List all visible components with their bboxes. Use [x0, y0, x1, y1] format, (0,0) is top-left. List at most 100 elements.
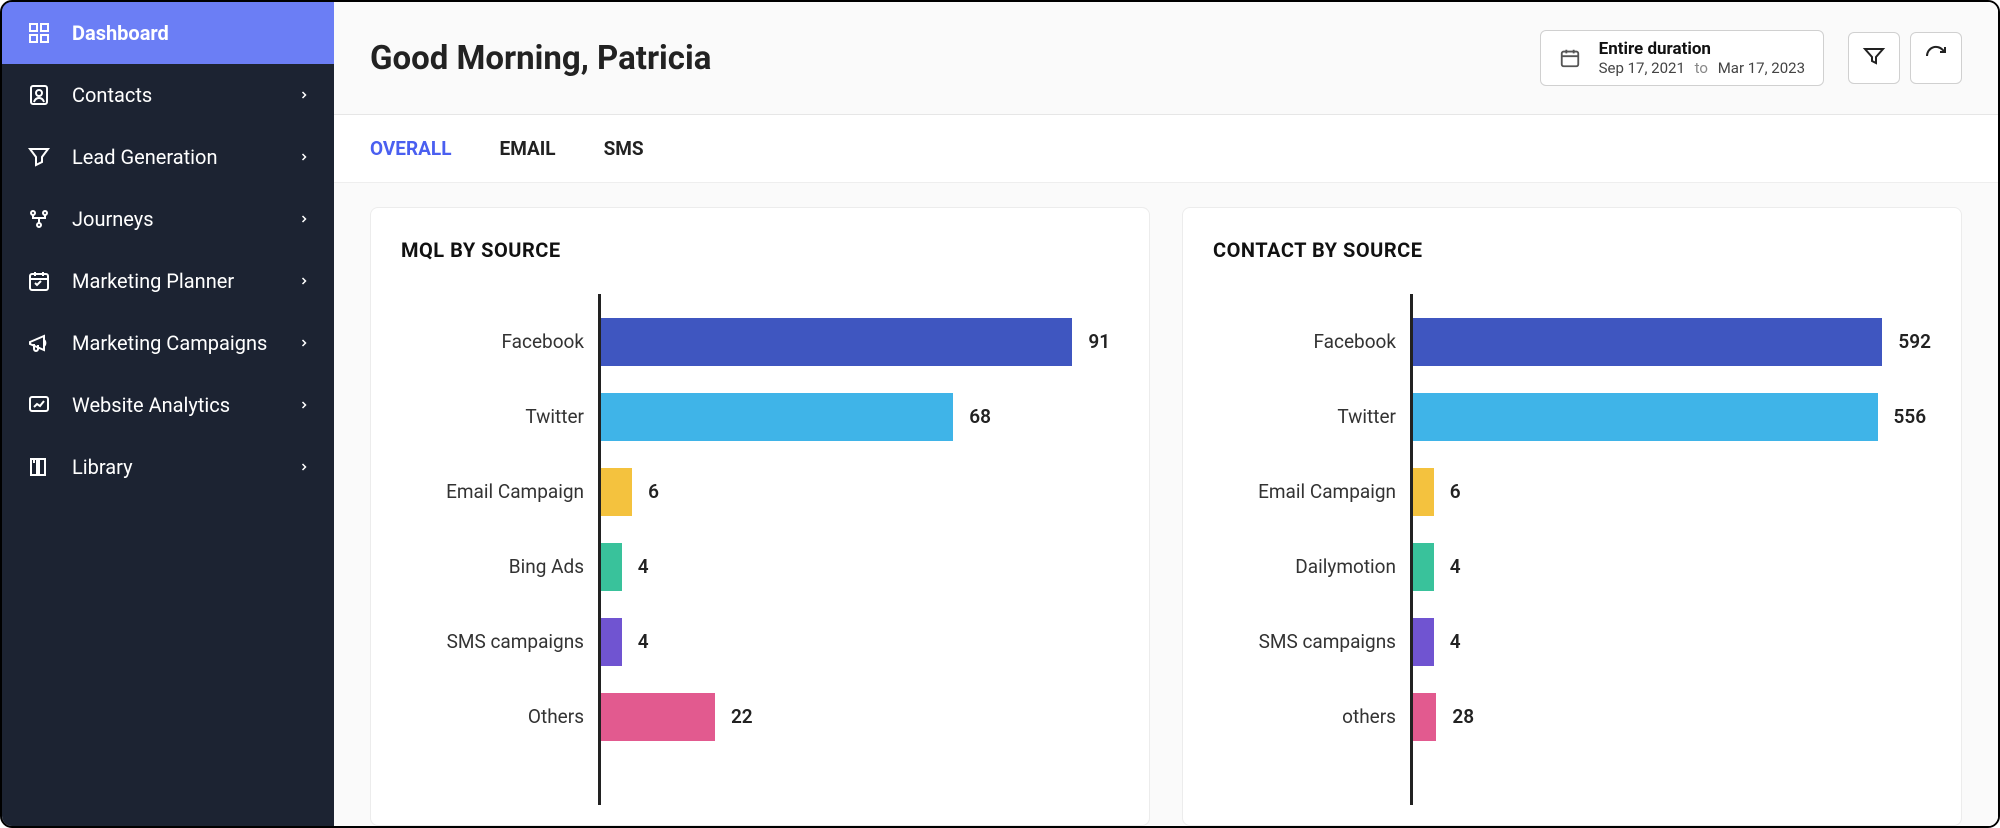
bar-label: Twitter [1213, 405, 1410, 428]
bar-value: 4 [1450, 555, 1461, 578]
chevron-right-icon [298, 275, 310, 287]
main-area: Good Morning, Patricia Entire duration S… [334, 2, 1998, 826]
tab-overall[interactable]: OVERALL [370, 115, 452, 182]
chevron-right-icon [298, 337, 310, 349]
bar-label: Twitter [401, 405, 598, 428]
bar-row: 68 [601, 379, 1119, 454]
chevron-right-icon [298, 89, 310, 101]
bar [1413, 543, 1434, 591]
bar-row: 4 [601, 529, 1119, 604]
bar-value: 592 [1898, 330, 1931, 353]
chart-y-axis: Facebook Twitter Email Campaign Dailymotion… [1213, 294, 1413, 805]
filter-button[interactable] [1848, 32, 1900, 84]
bar-value: 4 [1450, 630, 1461, 653]
sidebar-item-library[interactable]: Library [2, 436, 334, 498]
bar-label: Email Campaign [401, 480, 598, 503]
date-range-from: Sep 17, 2021 [1599, 59, 1685, 77]
date-range-subtitle: Sep 17, 2021 to Mar 17, 2023 [1599, 59, 1805, 77]
bar-row: 556 [1413, 379, 1931, 454]
sidebar-item-label: Library [72, 455, 298, 479]
planner-icon [26, 268, 52, 294]
chevron-right-icon [298, 213, 310, 225]
card-title: CONTACT BY SOURCE [1213, 238, 1931, 262]
bar-label: Facebook [1213, 330, 1410, 353]
chevron-right-icon [298, 461, 310, 473]
bar-row: 91 [601, 304, 1119, 379]
bar-value: 556 [1894, 405, 1927, 428]
date-range-to: Mar 17, 2023 [1718, 59, 1805, 77]
refresh-icon [1924, 44, 1948, 72]
bar-label: others [1213, 705, 1410, 728]
bar-value: 22 [731, 705, 753, 728]
sidebar-item-lead-generation[interactable]: Lead Generation [2, 126, 334, 188]
chevron-right-icon [298, 399, 310, 411]
sidebar-item-contacts[interactable]: Contacts [2, 64, 334, 126]
sidebar-item-website-analytics[interactable]: Website Analytics [2, 374, 334, 436]
bar-label: Email Campaign [1213, 480, 1410, 503]
date-range-title: Entire duration [1599, 39, 1805, 59]
library-icon [26, 454, 52, 480]
bar-row: 592 [1413, 304, 1931, 379]
bar-value: 6 [648, 480, 659, 503]
content: MQL BY SOURCE Facebook Twitter Email Campa… [334, 183, 1998, 826]
bar [1413, 318, 1882, 366]
bar-value: 91 [1088, 330, 1110, 353]
bar-value: 68 [969, 405, 991, 428]
sidebar-item-journeys[interactable]: Journeys [2, 188, 334, 250]
date-range-picker[interactable]: Entire duration Sep 17, 2021 to Mar 17, … [1540, 30, 1824, 86]
refresh-button[interactable] [1910, 32, 1962, 84]
bar-row: 6 [601, 454, 1119, 529]
bar [1413, 618, 1434, 666]
bar-label: SMS campaigns [1213, 630, 1410, 653]
date-range-to-label: to [1695, 59, 1708, 77]
tabs: OVERALL EMAIL SMS [334, 115, 1998, 183]
chart-bars: 91 68 6 4 4 22 [601, 294, 1119, 805]
campaigns-icon [26, 330, 52, 356]
bar-value: 6 [1450, 480, 1461, 503]
card-mql-by-source: MQL BY SOURCE Facebook Twitter Email Campa… [370, 207, 1150, 826]
header: Good Morning, Patricia Entire duration S… [334, 2, 1998, 115]
bar-label: Dailymotion [1213, 555, 1410, 578]
sidebar-item-marketing-campaigns[interactable]: Marketing Campaigns [2, 312, 334, 374]
sidebar: Dashboard Contacts Lead Generation Journeys… [2, 2, 334, 826]
contact-chart: Facebook Twitter Email Campaign Dailymotion… [1213, 294, 1931, 805]
card-contact-by-source: CONTACT BY SOURCE Facebook Twitter Email C… [1182, 207, 1962, 826]
chevron-right-icon [298, 151, 310, 163]
filter-icon [1862, 44, 1886, 72]
bar-value: 28 [1452, 705, 1474, 728]
journeys-icon [26, 206, 52, 232]
bar-label: SMS campaigns [401, 630, 598, 653]
bar [601, 393, 953, 441]
bar-row: 6 [1413, 454, 1931, 529]
bar [601, 318, 1072, 366]
bar [1413, 468, 1434, 516]
tab-sms[interactable]: SMS [604, 115, 644, 182]
tab-email[interactable]: EMAIL [500, 115, 556, 182]
sidebar-item-label: Dashboard [72, 21, 310, 45]
bar-row: 4 [601, 604, 1119, 679]
bar [1413, 693, 1436, 741]
sidebar-item-label: Website Analytics [72, 393, 298, 417]
sidebar-item-label: Lead Generation [72, 145, 298, 169]
bar-label: Facebook [401, 330, 598, 353]
calendar-icon [1559, 47, 1581, 69]
sidebar-item-label: Journeys [72, 207, 298, 231]
bar [1413, 393, 1878, 441]
card-title: MQL BY SOURCE [401, 238, 1119, 262]
bar-label: Others [401, 705, 598, 728]
bar-row: 4 [1413, 604, 1931, 679]
date-range-text: Entire duration Sep 17, 2021 to Mar 17, … [1599, 39, 1805, 77]
dashboard-icon [26, 20, 52, 46]
bar-row: 22 [601, 679, 1119, 754]
sidebar-item-label: Marketing Campaigns [72, 331, 298, 355]
chart-bars: 592 556 6 4 4 28 [1413, 294, 1931, 805]
sidebar-item-dashboard[interactable]: Dashboard [2, 2, 334, 64]
contacts-icon [26, 82, 52, 108]
bar-value: 4 [638, 555, 649, 578]
bar [601, 468, 632, 516]
sidebar-item-label: Marketing Planner [72, 269, 298, 293]
sidebar-item-marketing-planner[interactable]: Marketing Planner [2, 250, 334, 312]
bar-row: 4 [1413, 529, 1931, 604]
analytics-icon [26, 392, 52, 418]
greeting-title: Good Morning, Patricia [370, 39, 1540, 78]
